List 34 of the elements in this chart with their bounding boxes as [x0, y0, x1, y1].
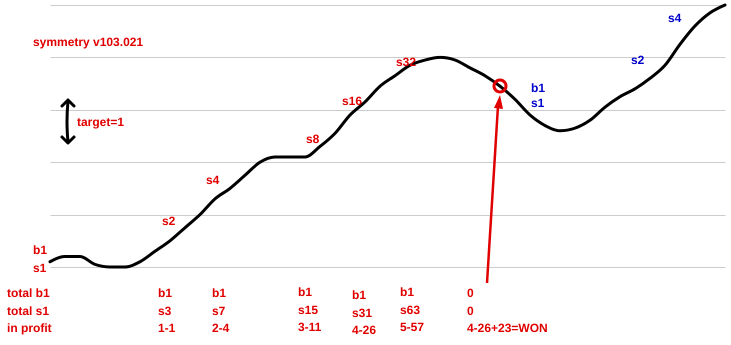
text: s63: [400, 303, 420, 317]
text: s7: [212, 304, 226, 318]
text: 4-26+23=WON: [467, 321, 548, 335]
annotation: s2: [631, 53, 645, 67]
annotation: s16: [342, 94, 362, 108]
text: b1: [298, 285, 312, 299]
annotation: symmetry v103.021: [33, 35, 144, 49]
text: 2-4: [212, 321, 230, 335]
text: 3-11: [298, 320, 322, 334]
text: b1: [400, 285, 414, 299]
annotation: target=1: [77, 115, 124, 129]
text: b1: [212, 286, 226, 300]
text: s3: [158, 304, 172, 318]
annotation: s8: [306, 132, 320, 146]
text: total s1: [7, 304, 50, 318]
text: b1: [158, 286, 172, 300]
annotation: s2: [162, 214, 176, 228]
annotation: b1: [531, 81, 546, 95]
annotation: s32: [396, 55, 416, 69]
text: s1: [33, 261, 47, 275]
text: s15: [298, 303, 318, 317]
text: 0: [467, 304, 474, 318]
annotation: s4: [206, 173, 220, 187]
annotation: s4: [668, 11, 682, 25]
text: s31: [352, 306, 372, 320]
annotation: s1: [531, 96, 545, 110]
text: b1: [352, 288, 366, 302]
text: 4-26: [352, 323, 376, 337]
text: b1: [33, 243, 48, 257]
text: 5-57: [400, 320, 424, 334]
text: 0: [467, 286, 474, 300]
text: in profit: [7, 321, 52, 335]
text: 1-1: [158, 321, 176, 335]
text: total b1: [7, 286, 50, 300]
